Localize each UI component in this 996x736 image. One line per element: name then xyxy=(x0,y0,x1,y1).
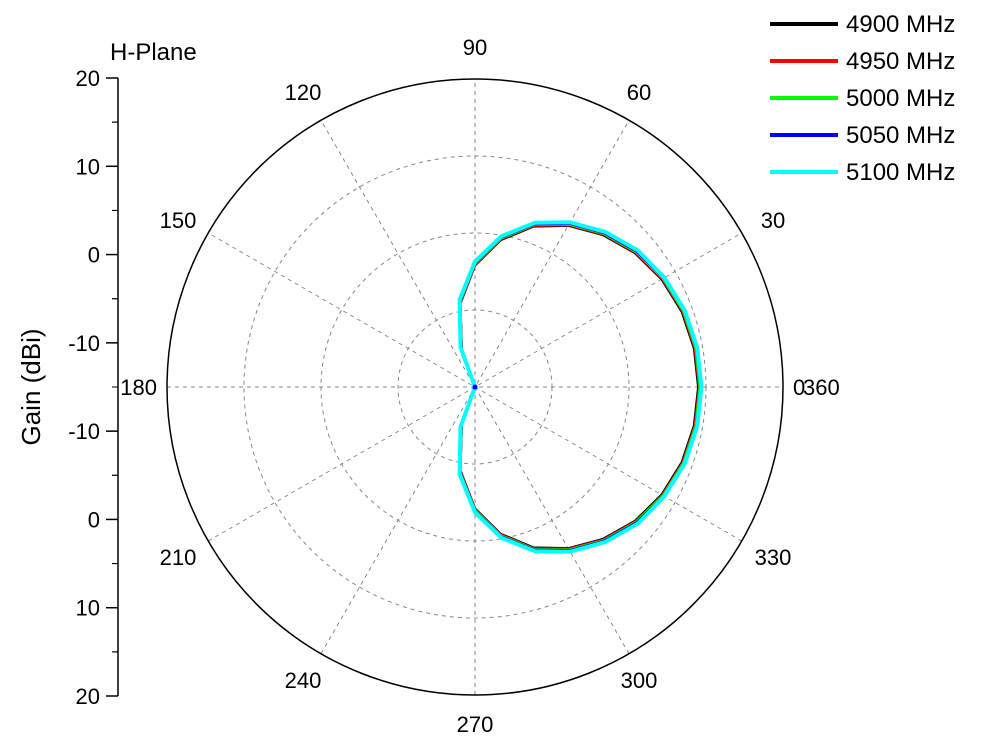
angle-label-150: 150 xyxy=(160,208,197,233)
angle-label-300: 300 xyxy=(621,668,658,693)
angle-label-120: 120 xyxy=(285,80,322,105)
legend-label: 4900 MHz xyxy=(846,11,955,38)
angle-labels: 0 30 60 90 120 150 180 210 240 270 300 330 360 xyxy=(120,35,839,736)
center-point xyxy=(472,384,478,390)
angle-label-270: 270 xyxy=(457,712,494,736)
legend: 4900 MHz 4950 MHz 5000 MHz 5050 MHz 5100 MHz xyxy=(770,11,955,186)
legend-label: 5050 MHz xyxy=(846,122,955,149)
angle-label-360: 360 xyxy=(803,375,840,400)
angle-label-60: 60 xyxy=(627,80,651,105)
gain-axis: 20 10 0 -10 -10 0 10 20 xyxy=(68,66,119,709)
angle-label-180: 180 xyxy=(120,375,157,400)
chart-title: H-Plane xyxy=(110,39,197,66)
angle-label-210: 210 xyxy=(160,545,197,570)
gain-tick-label: 0 xyxy=(88,243,100,268)
gain-tick-label: 10 xyxy=(76,596,100,621)
gain-tick-label: 20 xyxy=(76,684,100,709)
outer-ring xyxy=(166,78,784,696)
gain-tick-label: 0 xyxy=(88,507,100,532)
angle-label-0: 0 xyxy=(793,375,805,400)
angle-label-330: 330 xyxy=(755,545,792,570)
angle-label-30: 30 xyxy=(761,208,785,233)
gain-tick-label: -10 xyxy=(68,419,100,444)
y-axis-title: Gain (dBi) xyxy=(16,328,46,445)
angle-label-240: 240 xyxy=(285,668,322,693)
gain-tick-label: 10 xyxy=(76,154,100,179)
angle-label-90: 90 xyxy=(463,35,487,60)
series-lines xyxy=(457,220,704,554)
gain-tick-label: 20 xyxy=(76,66,100,91)
gain-tick-label: -10 xyxy=(68,331,100,356)
legend-label: 5100 MHz xyxy=(846,159,955,186)
legend-label: 4950 MHz xyxy=(846,48,955,75)
legend-label: 5000 MHz xyxy=(846,85,955,112)
